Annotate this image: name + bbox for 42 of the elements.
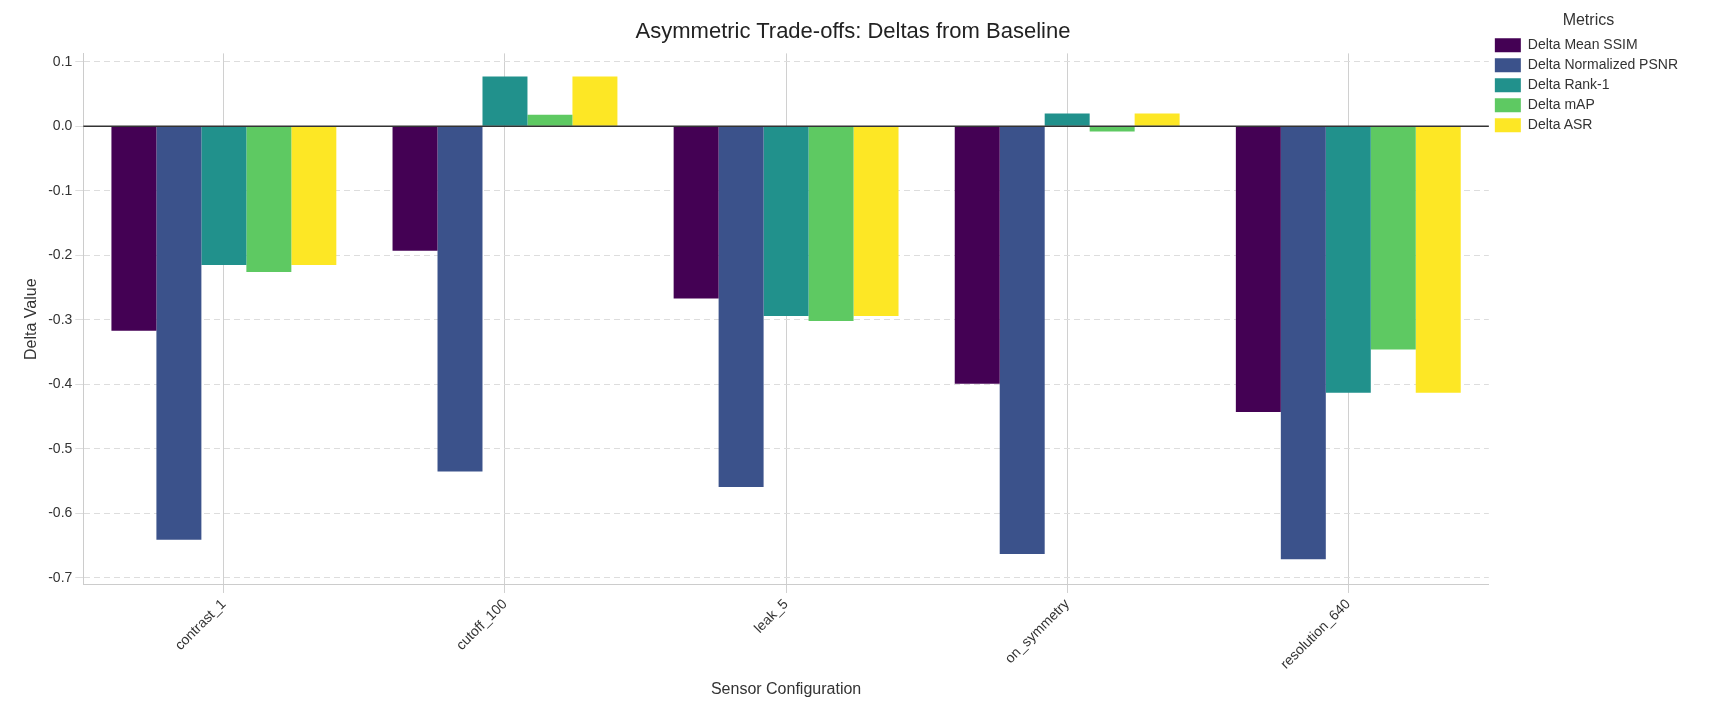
bar	[437, 126, 483, 472]
bar	[527, 114, 573, 126]
bar	[246, 126, 292, 273]
y-axis-title: Delta Value	[22, 278, 40, 360]
bar	[482, 76, 528, 126]
bar	[763, 126, 809, 316]
bar	[392, 126, 438, 251]
legend-label: Delta Normalized PSNR	[1527, 56, 1679, 73]
bar	[1134, 113, 1180, 126]
legend-title: Metrics	[1562, 11, 1615, 29]
bar	[853, 126, 899, 316]
y-tick-label: -0.1	[48, 181, 73, 198]
bar	[954, 126, 1000, 384]
bar	[291, 126, 337, 265]
y-tick-label: -0.5	[48, 439, 73, 456]
bar	[1415, 126, 1461, 393]
y-tick-label: -0.2	[48, 246, 73, 263]
bar	[808, 126, 854, 322]
y-tick-label: -0.4	[48, 375, 73, 392]
bar	[201, 126, 247, 265]
x-axis-title: Sensor Configuration	[710, 679, 862, 697]
legend-label: Delta Mean SSIM	[1527, 36, 1638, 53]
y-tick-label: 0.0	[52, 117, 73, 134]
legend-label: Delta mAP	[1527, 96, 1595, 113]
y-tick-label: 0.1	[52, 52, 73, 69]
bar	[673, 126, 719, 299]
bar	[156, 126, 202, 540]
y-tick-label: -0.6	[48, 504, 73, 521]
legend-label: Delta Rank-1	[1527, 76, 1610, 93]
y-tick-label: -0.3	[48, 310, 73, 327]
bar	[111, 126, 157, 331]
bar	[1044, 113, 1090, 126]
chart-title: Asymmetric Trade-offs: Deltas from Baseline	[635, 18, 1071, 44]
bar	[572, 76, 618, 126]
bar	[999, 126, 1045, 555]
bar	[1280, 126, 1326, 560]
bar	[1370, 126, 1416, 350]
legend-label: Delta ASR	[1527, 116, 1593, 133]
bar	[1325, 126, 1371, 393]
y-tick-label: -0.7	[48, 568, 73, 585]
bar	[1235, 126, 1281, 413]
bar	[718, 126, 764, 487]
